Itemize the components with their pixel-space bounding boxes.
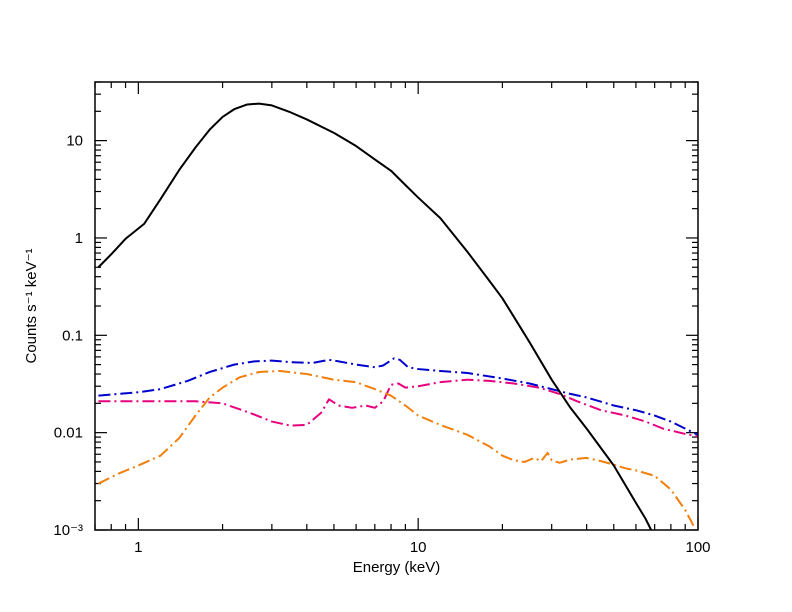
series-magenta-line bbox=[98, 378, 698, 438]
y-tick-label: 10⁻³ bbox=[53, 522, 83, 539]
series-blue-line bbox=[98, 357, 698, 436]
x-tick-label: 10 bbox=[410, 539, 427, 556]
y-tick-label: 0.1 bbox=[62, 327, 83, 344]
plot-frame bbox=[94, 81, 699, 531]
y-tick-label: 10 bbox=[66, 133, 83, 150]
x-axis-title: Energy (keV) bbox=[353, 559, 441, 576]
y-tick-label: 1 bbox=[75, 230, 83, 247]
y-tick-label: 0.01 bbox=[54, 425, 83, 442]
tick-labels: 1 10 100 10⁻³ 0.01 0.1 1 10 bbox=[53, 133, 710, 556]
x-tick-label: 1 bbox=[134, 539, 142, 556]
series-total-line bbox=[97, 102, 653, 530]
series-group bbox=[97, 102, 698, 530]
y-axis-title: Counts s⁻¹ keV⁻¹ bbox=[23, 248, 40, 363]
x-tick-label: 100 bbox=[685, 539, 710, 556]
series-orange-line bbox=[97, 369, 697, 530]
